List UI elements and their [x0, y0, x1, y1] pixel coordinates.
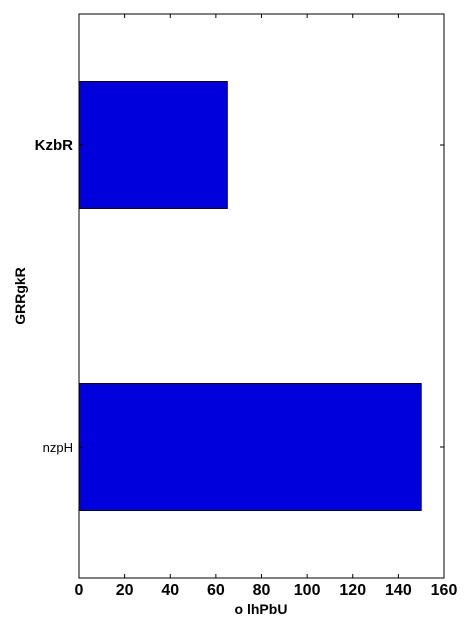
x-tick-label: 160 — [431, 582, 458, 599]
x-tick-label: 140 — [385, 582, 412, 599]
x-tick-label: 100 — [294, 582, 321, 599]
x-tick-label: 40 — [161, 582, 179, 599]
x-tick-label: 80 — [253, 582, 271, 599]
x-axis-ticks: 0 20 40 60 80 100 120 140 160 — [75, 14, 458, 599]
bars-group — [78, 81, 422, 511]
x-tick-label: 60 — [207, 582, 225, 599]
x-tick-label: 0 — [75, 582, 84, 599]
x-axis-title: o lhPbU — [235, 601, 288, 617]
y-tick-label: KzbR — [35, 137, 73, 154]
y-axis-ticks: KzbR nzpH — [35, 137, 444, 455]
bar-nzpH — [78, 383, 422, 511]
y-tick-label: nzpH — [43, 440, 73, 455]
x-tick-label: 20 — [116, 582, 134, 599]
x-tick-label: 120 — [339, 582, 366, 599]
bar-KzbR — [78, 81, 228, 209]
y-axis-title: GRRgkR — [12, 267, 28, 325]
